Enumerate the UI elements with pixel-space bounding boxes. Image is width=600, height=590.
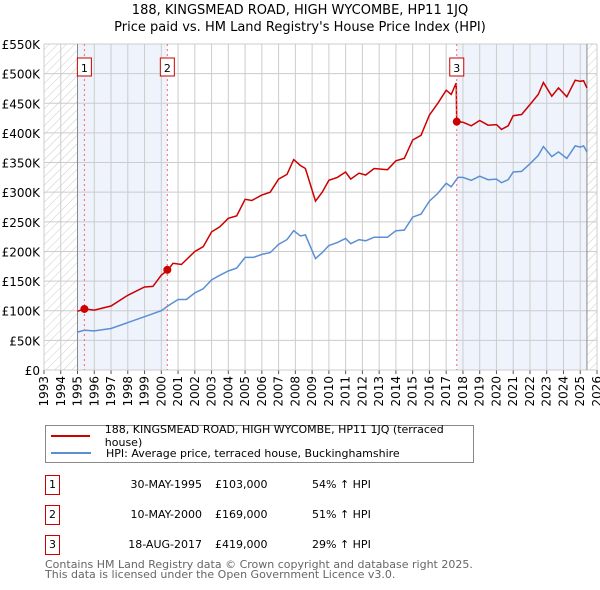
sale-price: £419,000: [215, 538, 268, 551]
sale-row: 3 18-AUG-2017 £419,000 29% ↑ HPI: [45, 535, 465, 555]
y-tick-label: £150K: [2, 275, 42, 289]
x-tick-label: 2022: [523, 376, 537, 407]
x-tick-label: 2021: [506, 376, 520, 407]
x-tick-label: 2019: [473, 376, 487, 407]
x-tick-label: 2014: [389, 376, 403, 407]
x-tick-label: 2008: [288, 376, 302, 407]
x-tick-label: 2005: [238, 376, 252, 407]
price-paid-line: [77, 79, 588, 313]
x-tick-label: 2023: [540, 376, 554, 407]
x-tick-label: 2010: [322, 376, 336, 407]
y-tick-label: £350K: [2, 157, 42, 171]
x-tick-label: 2000: [154, 376, 168, 407]
x-tick-label: 2020: [489, 376, 503, 407]
sale-label: 3: [453, 62, 460, 75]
legend-label: 188, KINGSMEAD ROAD, HIGH WYCOMBE, HP11 …: [104, 423, 444, 449]
sale-row: 1 30-MAY-1995 £103,000 54% ↑ HPI: [45, 475, 465, 495]
sale-point: [80, 304, 89, 313]
sale-label: 1: [81, 62, 88, 75]
x-tick-label: 2002: [188, 376, 202, 407]
legend-swatch-red: [51, 435, 90, 437]
sale-label-box: [159, 57, 175, 77]
y-tick-label: £550K: [2, 38, 42, 52]
legend-swatch-blue: [51, 452, 91, 454]
x-tick-label: 1999: [138, 376, 152, 407]
y-tick-label: £50K: [9, 334, 41, 348]
legend-item-property: 188, KINGSMEAD ROAD, HIGH WYCOMBE, HP11 …: [46, 423, 473, 449]
sale-date: 30-MAY-1995: [130, 478, 202, 491]
sale-date: 18-AUG-2017: [128, 538, 202, 551]
x-tick-label: 1993: [37, 376, 51, 407]
sale-point: [452, 117, 461, 126]
sale-point: [163, 265, 172, 274]
x-tick-label: 2004: [221, 376, 235, 407]
x-tick-label: 2024: [556, 376, 570, 407]
footer: Contains HM Land Registry data © Crown c…: [45, 558, 473, 581]
ownership-band: [77, 44, 168, 370]
x-tick-label: 2026: [590, 376, 600, 407]
y-tick-label: £200K: [2, 245, 42, 259]
sale-row: 2 10-MAY-2000 £169,000 51% ↑ HPI: [45, 505, 465, 525]
x-tick-label: 2016: [422, 376, 436, 407]
y-tick-label: £450K: [2, 97, 42, 111]
x-tick-label: 2015: [406, 376, 420, 407]
sale-hpi: 51% ↑ HPI: [312, 508, 371, 521]
footer-licence: This data is licensed under the Open Gov…: [45, 568, 396, 581]
x-tick-label: 1996: [87, 376, 101, 407]
sale-price: £169,000: [215, 508, 268, 521]
y-tick-label: £0: [25, 364, 40, 378]
x-tick-label: 1997: [104, 376, 118, 407]
sale-number: 2: [45, 505, 60, 525]
y-tick-label: £500K: [2, 68, 42, 82]
sale-number: 1: [45, 475, 60, 495]
sale-hpi: 29% ↑ HPI: [312, 538, 371, 551]
y-tick-label: £300K: [2, 186, 42, 200]
y-tick-label: £250K: [2, 216, 42, 230]
x-tick-label: 2018: [456, 376, 470, 407]
x-tick-label: 1998: [121, 376, 135, 407]
sale-label: 2: [164, 62, 171, 75]
legend-item-hpi: HPI: Average price, terraced house, Buck…: [46, 445, 400, 461]
line-chart: 1993 1994 1995 1996 1997 1998 1999 2000 2001 2002…: [2, 38, 600, 407]
x-tick-label: 2011: [339, 376, 353, 407]
x-tick-label: 2003: [205, 376, 219, 407]
sale-label-box: [76, 57, 92, 77]
x-tick-label: 2001: [171, 376, 185, 407]
sale-price: £103,000: [215, 478, 268, 491]
sale-date: 10-MAY-2000: [130, 508, 202, 521]
x-tick-label: 2006: [255, 376, 269, 407]
ownership-band: [456, 44, 587, 370]
legend: 188, KINGSMEAD ROAD, HIGH WYCOMBE, HP11 …: [45, 423, 474, 463]
sale-hpi: 54% ↑ HPI: [312, 478, 371, 491]
y-tick-label: £400K: [2, 127, 42, 141]
chart-subtitle: Price paid vs. HM Land Registry's House …: [114, 20, 486, 35]
sale-number: 3: [45, 535, 60, 555]
sale-label-box: [449, 57, 465, 77]
x-tick-label: 2013: [372, 376, 386, 407]
x-tick-label: 2017: [439, 376, 453, 407]
chart-title: 188, KINGSMEAD ROAD, HIGH WYCOMBE, HP11 …: [131, 3, 469, 18]
legend-label: HPI: Average price, terraced house, Buck…: [106, 446, 400, 460]
x-tick-label: 1994: [54, 376, 68, 407]
x-tick-label: 2009: [305, 376, 319, 407]
y-tick-label: £100K: [2, 305, 42, 319]
footer-copyright: Contains HM Land Registry data © Crown c…: [45, 558, 473, 571]
hpi-line: [77, 144, 588, 333]
x-tick-label: 2012: [355, 376, 369, 407]
x-tick-label: 2025: [573, 376, 587, 407]
no-data-region: [586, 44, 597, 370]
x-tick-label: 1995: [71, 376, 85, 407]
x-tick-label: 2007: [272, 376, 286, 407]
